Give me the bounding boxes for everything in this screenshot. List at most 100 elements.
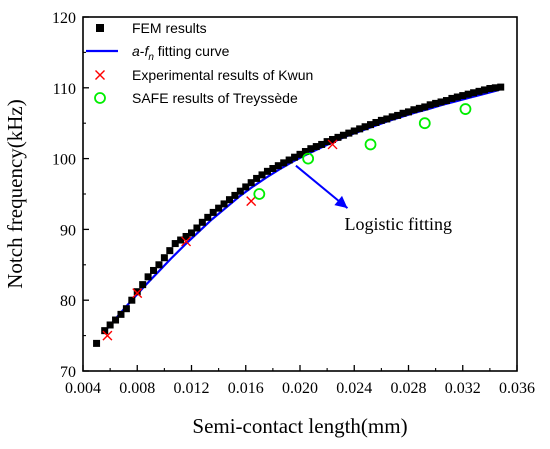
fem-point [177,236,185,244]
fem-point [415,104,423,112]
legend-fit-italic-f: f [144,43,150,59]
fem-point [144,273,152,281]
fem-point [442,97,450,105]
fem-point [258,171,266,179]
fem-point [464,90,472,98]
fem-point [410,106,418,114]
fem-point [247,179,255,187]
fem-point [291,153,299,161]
fem-point [171,240,179,248]
fem-point [350,127,358,135]
fem-point [285,156,293,164]
fem-point [225,196,233,204]
fem-point [334,133,342,141]
fem-point [112,316,120,324]
fem-point [339,131,347,139]
fem-point [198,218,206,226]
fem-point [497,83,505,91]
fem-point [133,288,141,296]
x-tick-label: 0.024 [336,380,372,397]
x-tick-label: 0.008 [119,380,155,397]
safe-point [418,117,431,130]
fem-point [301,148,309,156]
legend-label-safe: SAFE results of Treyssède [132,90,298,106]
fem-point [432,99,440,107]
fem-point [231,191,239,199]
safe-point [364,138,377,151]
legend-label-kwun: Experimental results of Kwun [132,67,313,83]
fem-point [480,86,488,94]
legend-label-fem: FEM results [132,20,207,36]
safe-point [253,188,266,200]
legend-fit-name: fitting curve [154,43,230,59]
y-tick-label: 80 [60,293,76,310]
safe-point [459,103,472,115]
fem-point [128,296,136,304]
fem-point [367,121,375,129]
fem-point [486,85,494,93]
fem-point [312,143,320,151]
fem-point [296,150,304,158]
y-tick-label: 70 [60,364,76,381]
safe-point [302,152,315,165]
x-tick-label: 0.020 [282,380,318,397]
x-tick-label: 0.036 [499,380,535,397]
fem-point [356,125,364,133]
fem-point [188,229,195,237]
fem-point [426,101,434,109]
fem-point [139,281,147,289]
axis-ticks: 0.004 0.008 0.012 0.016 0.020 0.024 0.028 0.032… [52,10,535,397]
fem-point [274,162,282,170]
fem-point [453,93,461,101]
fem-point [106,321,114,329]
fem-point [93,339,101,347]
fem-point [372,118,380,126]
legend-fit-italic-a: a [132,43,140,59]
kwun-point [181,236,192,247]
fem-point [182,232,190,240]
legend-marker-kwun [95,70,105,80]
fem-point [263,167,271,175]
fem-point [383,115,391,123]
fem-point [307,145,315,153]
fem-point [421,103,429,111]
kwun-point [132,288,143,299]
annotation-text: Logistic fitting [344,214,452,234]
annotation-arrow-head [334,195,348,209]
fem-point [220,200,228,208]
fem-point [117,310,125,318]
data-marks [93,83,505,347]
legend-marker-safe [94,92,106,104]
fem-point [166,247,174,255]
legend-label-fit: a-fn fitting curve [132,43,230,63]
fem-point [160,254,168,262]
fem-point [150,266,158,274]
fem-point [236,187,244,195]
fitting-curve-layer [103,88,502,333]
fitting-curve-line [103,88,502,333]
x-tick-label: 0.028 [391,380,427,397]
x-tick-label: 0.004 [65,380,101,397]
x-tick-label: 0.032 [445,380,481,397]
fem-point [323,138,331,146]
y-tick-label: 90 [60,222,76,239]
fem-point [405,108,412,116]
fem-point [470,89,478,97]
fem-point [491,84,499,92]
fem-point [269,165,277,173]
legend-fit-subscript: n [148,52,154,63]
kwun-point [327,139,338,150]
y-tick-label: 100 [52,152,76,169]
fem-point [448,94,456,102]
legend-fit-dash: - [140,43,145,59]
fem-point [155,261,163,269]
kwun-point [102,330,113,341]
fem-point [253,174,261,182]
legend-marker-fem [96,24,104,32]
fem-point [318,140,326,148]
fem-point [209,208,217,216]
legend: FEM results a-fn fitting curve Experimenta… [86,20,313,106]
fem-point [377,116,385,124]
fem-point [280,159,288,167]
